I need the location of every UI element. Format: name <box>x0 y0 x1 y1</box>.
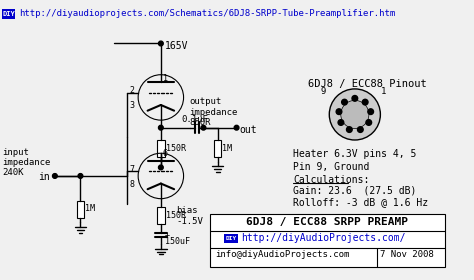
Text: 0.1uF: 0.1uF <box>182 115 209 124</box>
Circle shape <box>329 89 381 140</box>
Circle shape <box>234 125 239 130</box>
Circle shape <box>341 101 369 129</box>
Text: 6: 6 <box>163 150 168 158</box>
Bar <box>77 200 84 218</box>
Text: 150R: 150R <box>165 144 186 153</box>
Text: 1: 1 <box>381 87 387 96</box>
Text: 1: 1 <box>163 74 168 83</box>
Bar <box>157 207 164 224</box>
Circle shape <box>78 174 83 178</box>
Text: http://diyAudioProjects.com/: http://diyAudioProjects.com/ <box>241 233 406 243</box>
Text: DIY: DIY <box>225 236 237 241</box>
Circle shape <box>352 95 358 101</box>
Text: DIY: DIY <box>2 11 15 17</box>
Text: out: out <box>239 125 257 135</box>
Circle shape <box>336 109 342 115</box>
Text: +: + <box>164 231 170 240</box>
Text: Gain: 23.6  (27.5 dB): Gain: 23.6 (27.5 dB) <box>293 185 417 195</box>
Text: 7 Nov 2008: 7 Nov 2008 <box>381 250 434 259</box>
Text: 7: 7 <box>129 165 135 174</box>
Text: 1M: 1M <box>222 144 232 153</box>
Text: 150R: 150R <box>165 211 186 220</box>
Circle shape <box>201 125 206 130</box>
Text: bias
-1.5V: bias -1.5V <box>176 206 203 226</box>
Text: in: in <box>38 172 50 182</box>
Circle shape <box>346 127 352 132</box>
Text: 150uF: 150uF <box>164 237 190 246</box>
Circle shape <box>362 99 368 105</box>
Circle shape <box>53 174 57 178</box>
Text: Rolloff: -3 dB @ 1.6 Hz: Rolloff: -3 dB @ 1.6 Hz <box>293 197 428 207</box>
Text: 9: 9 <box>320 87 326 96</box>
Text: 6DJ8 / ECC88 SRPP PREAMP: 6DJ8 / ECC88 SRPP PREAMP <box>246 217 409 227</box>
Bar <box>224 234 237 243</box>
Circle shape <box>338 120 344 125</box>
Text: 2: 2 <box>129 86 135 95</box>
Text: 8: 8 <box>129 180 135 189</box>
Text: Pin 9, Ground: Pin 9, Ground <box>293 162 370 172</box>
Text: Heater 6.3V pins 4, 5: Heater 6.3V pins 4, 5 <box>293 150 417 160</box>
Circle shape <box>366 120 372 125</box>
Text: 1M: 1M <box>85 204 95 213</box>
Bar <box>210 214 445 267</box>
Circle shape <box>357 127 363 132</box>
Circle shape <box>342 99 347 105</box>
Text: http://diyaudioprojects.com/Schematics/6DJ8-SRPP-Tube-Preamplifier.htm: http://diyaudioprojects.com/Schematics/6… <box>19 10 395 18</box>
Text: Calculations:: Calculations: <box>293 175 370 185</box>
Circle shape <box>368 109 374 115</box>
Text: output
impedance
850R: output impedance 850R <box>189 97 237 127</box>
Text: input
impedance
240K: input impedance 240K <box>2 148 50 177</box>
Text: info@diyAudioProjects.com: info@diyAudioProjects.com <box>215 250 349 259</box>
Circle shape <box>158 125 163 130</box>
Circle shape <box>158 41 163 46</box>
Bar <box>2 10 15 19</box>
Text: 165V: 165V <box>164 41 188 51</box>
Bar <box>157 140 164 157</box>
Circle shape <box>158 165 163 170</box>
Bar <box>214 140 221 157</box>
Text: 6DJ8 / ECC88 Pinout: 6DJ8 / ECC88 Pinout <box>308 80 426 89</box>
Text: 3: 3 <box>129 101 135 110</box>
